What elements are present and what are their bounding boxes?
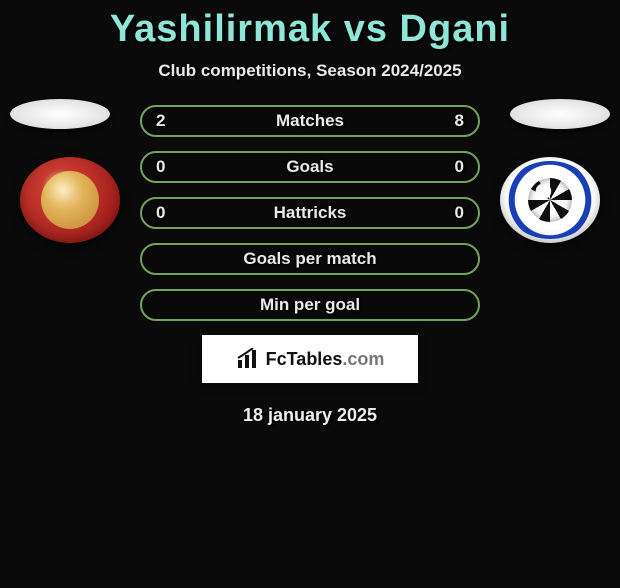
stat-row: Hattricks 0 0 [140, 197, 480, 229]
player-photo-right [510, 99, 610, 129]
club-crest-left [20, 157, 120, 243]
stat-label: Min per goal [260, 295, 360, 315]
stat-row: Matches 2 8 [140, 105, 480, 137]
stat-value-left: 0 [156, 157, 165, 177]
stat-row: Goals per match [140, 243, 480, 275]
brand-box: FcTables.com [202, 335, 418, 383]
page-title: Yashilirmak vs Dgani [0, 8, 620, 51]
club-crest-right [500, 157, 600, 243]
stat-label: Matches [276, 111, 344, 131]
stat-value-right: 8 [455, 111, 464, 131]
stat-label: Hattricks [274, 203, 347, 223]
stat-value-right: 0 [455, 157, 464, 177]
stat-value-right: 0 [455, 203, 464, 223]
brand-tld: .com [342, 349, 384, 369]
comparison-stage: Matches 2 8 Goals 0 0 Hattricks 0 0 Goals per mat… [0, 105, 620, 321]
stat-row: Min per goal [140, 289, 480, 321]
brand-name: FcTables [266, 349, 343, 369]
stat-value-left: 2 [156, 111, 165, 131]
bar-chart-icon [236, 348, 260, 370]
stat-label: Goals per match [243, 249, 376, 269]
stats-rows: Matches 2 8 Goals 0 0 Hattricks 0 0 Goals per mat… [140, 105, 480, 321]
stat-label: Goals [286, 157, 333, 177]
footer-date: 18 january 2025 [0, 405, 620, 426]
stat-value-left: 0 [156, 203, 165, 223]
page-subtitle: Club competitions, Season 2024/2025 [0, 61, 620, 81]
player-photo-left [10, 99, 110, 129]
brand-text: FcTables.com [266, 349, 385, 370]
stat-row: Goals 0 0 [140, 151, 480, 183]
